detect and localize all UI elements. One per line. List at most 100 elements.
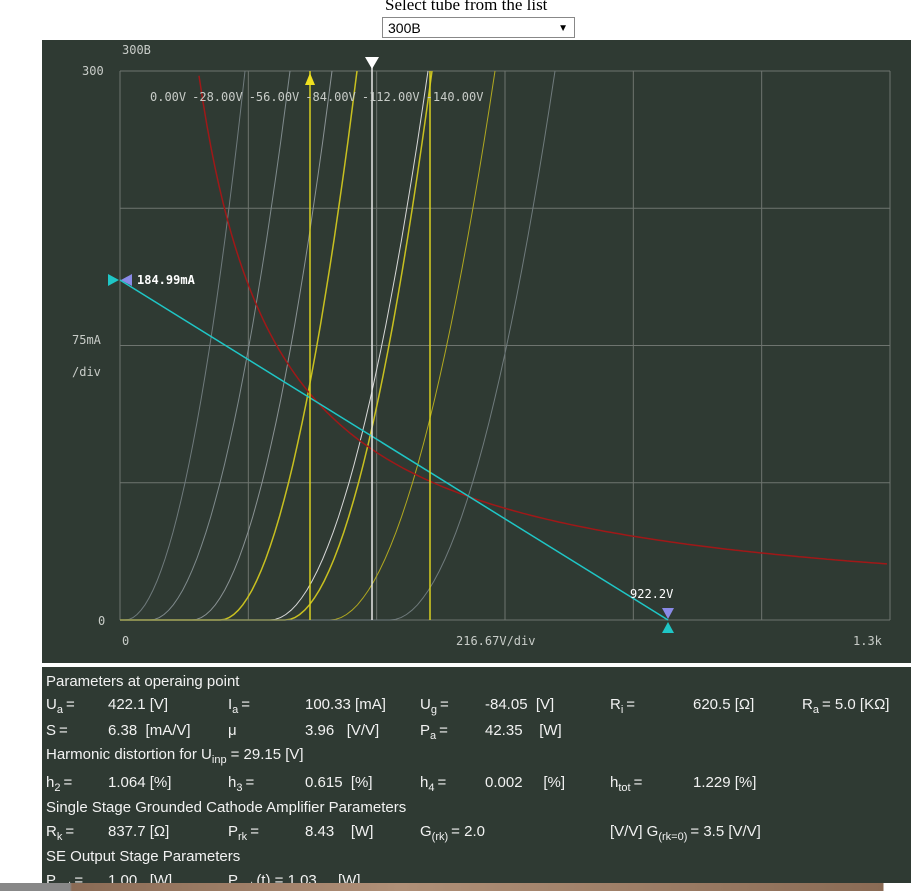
parameter-subscript: a (812, 704, 819, 716)
parameter-symbol: P (420, 722, 431, 739)
parameter-equals: = (63, 774, 73, 791)
heading-text: = 29.15 [V] (230, 746, 304, 763)
x-label: 0 (122, 634, 129, 648)
grid-voltage-label: -112.00V (362, 90, 420, 104)
parameter-equals: = (626, 696, 636, 713)
grid-voltage-label: 0.00V (150, 90, 186, 104)
parameter-subscript: i (620, 704, 624, 716)
grid-voltage-labels: 0.00V -28.00V -56.00V -84.00V -112.00V -140.0… (150, 90, 483, 104)
parameter: Ri = 620.5 [Ω] (610, 696, 754, 716)
parameter-subscript: 2 (54, 782, 61, 794)
parameter-value: 6.38 [mA/V] (108, 722, 191, 739)
parameters-panel: Parameters at operaing point Ua = 422.1 [V]… (42, 667, 911, 892)
parameter-equals: = (439, 722, 448, 739)
marker (121, 274, 132, 286)
marker (108, 274, 119, 286)
select-label: Select tube from the list (385, 0, 548, 14)
parameter-subscript: (rk=0) (658, 831, 688, 843)
parameter-symbol: P (228, 823, 239, 840)
marker (365, 57, 379, 69)
parameter: htot = 1.229 [%] (610, 774, 756, 794)
tube-select[interactable]: 300B ▼ (382, 17, 575, 38)
parameter-subscript: g (430, 704, 437, 716)
marker (662, 622, 674, 633)
parameter-subscript: (rk) (431, 831, 449, 843)
parameter-subscript: tot (618, 782, 631, 794)
parameter-subscript: 4 (428, 782, 435, 794)
parameter-value: 0.002 [%] (485, 774, 566, 791)
parameter-symbol: R (46, 823, 57, 840)
section-heading: Single Stage Grounded Cathode Amplifier … (46, 799, 407, 816)
curve-plot: 300B 300 75mA /div 0 0 216.67V/div 1.3k … (42, 40, 911, 663)
max-dissipation-curve (198, 75, 888, 565)
parameter: Ua = 422.1 [V] (46, 696, 168, 716)
parameter-subscript: rk (238, 831, 248, 843)
parameter-equals: = 5.0 [KΩ] (821, 696, 890, 713)
parameter: μ 3.96 [V/V] (228, 722, 379, 739)
parameter-equals: = (65, 823, 75, 840)
parameter-value: 837.7 [Ω] (108, 823, 170, 840)
parameter: h3 = 0.615 [%] (228, 774, 373, 794)
y-label: 0 (98, 614, 105, 628)
parameter-equals: = 3.5 [V/V] (690, 823, 761, 840)
section-heading: Harmonic distortion for Uinp = 29.15 [V] (46, 746, 304, 766)
parameter: Ug = -84.05 [V] (420, 696, 554, 716)
parameter-value: 1.064 [%] (108, 774, 172, 791)
tube-curve (120, 70, 496, 621)
parameter: Rk = 837.7 [Ω] (46, 823, 169, 843)
parameter-equals: = (633, 774, 643, 791)
parameter-value: -84.05 [V] (485, 696, 555, 713)
parameter: Ia = 100.33 [mA] (228, 696, 386, 716)
section-heading: Parameters at operaing point (46, 673, 240, 690)
x-label: 1.3k (853, 634, 883, 648)
section-heading: SE Output Stage Parameters (46, 848, 241, 865)
parameter-value: 100.33 [mA] (305, 696, 386, 713)
parameter-value: 42.35 [W] (485, 722, 562, 739)
parameter-value: 620.5 [Ω] (693, 696, 755, 713)
parameter-symbol: P (228, 872, 239, 889)
tube-name: 300B (122, 43, 151, 57)
parameter: h2 = 1.064 [%] (46, 774, 171, 794)
tube-curves (120, 70, 556, 621)
parameter-value: 8.43 [W] (305, 823, 374, 840)
plot-background (42, 40, 911, 663)
grid-voltage-label: -84.00V (305, 90, 356, 104)
y-label: 300 (82, 64, 104, 78)
taskbar-strip (0, 883, 911, 891)
toolbar: Select tube from the list 300B ▼ (0, 0, 911, 40)
parameter: S = 6.38 [mA/V] (46, 722, 191, 739)
parameter-symbol: h (228, 774, 237, 791)
parameter-subscript: a (430, 730, 437, 742)
parameter-symbol: G (420, 823, 432, 840)
parameter-equals: = (250, 823, 259, 840)
parameter-symbol: μ (228, 722, 237, 739)
parameter: Prk = 8.43 [W] (228, 823, 373, 843)
dropdown-arrow: ▼ (558, 23, 568, 34)
grid-voltage-label: -56.00V (249, 90, 300, 104)
marker (662, 608, 674, 619)
parameter: h4 = 0.002 [%] (420, 774, 565, 794)
parameter-value: 422.1 [V] (108, 696, 169, 713)
grid-voltage-label: -140.00V (426, 90, 484, 104)
x-label: 216.67V/div (456, 634, 535, 648)
operating-voltage: 922.2V (630, 587, 673, 601)
heading-subscript: inp (211, 754, 227, 766)
grid-voltage-label: -28.00V (192, 90, 243, 104)
y-label: /div (72, 365, 101, 379)
parameter-symbol: R (610, 696, 621, 713)
parameter-symbol: [V/V] G (610, 823, 659, 840)
heading-text: Harmonic distortion for U (46, 746, 212, 763)
parameter-symbol: P (46, 872, 57, 889)
parameter-equals: = (245, 774, 255, 791)
tube-curve (120, 70, 429, 621)
parameter-symbol: h (420, 774, 429, 791)
parameter-symbol: h (46, 774, 55, 791)
parameter: Pa = 42.35 [W] (420, 722, 562, 742)
parameter-equals: = (59, 722, 68, 739)
tube-curve (120, 70, 291, 621)
marker (305, 73, 315, 85)
parameter-symbol: R (802, 696, 813, 713)
load-line (119, 279, 669, 621)
parameter-equals: = 2.0 (451, 823, 485, 840)
